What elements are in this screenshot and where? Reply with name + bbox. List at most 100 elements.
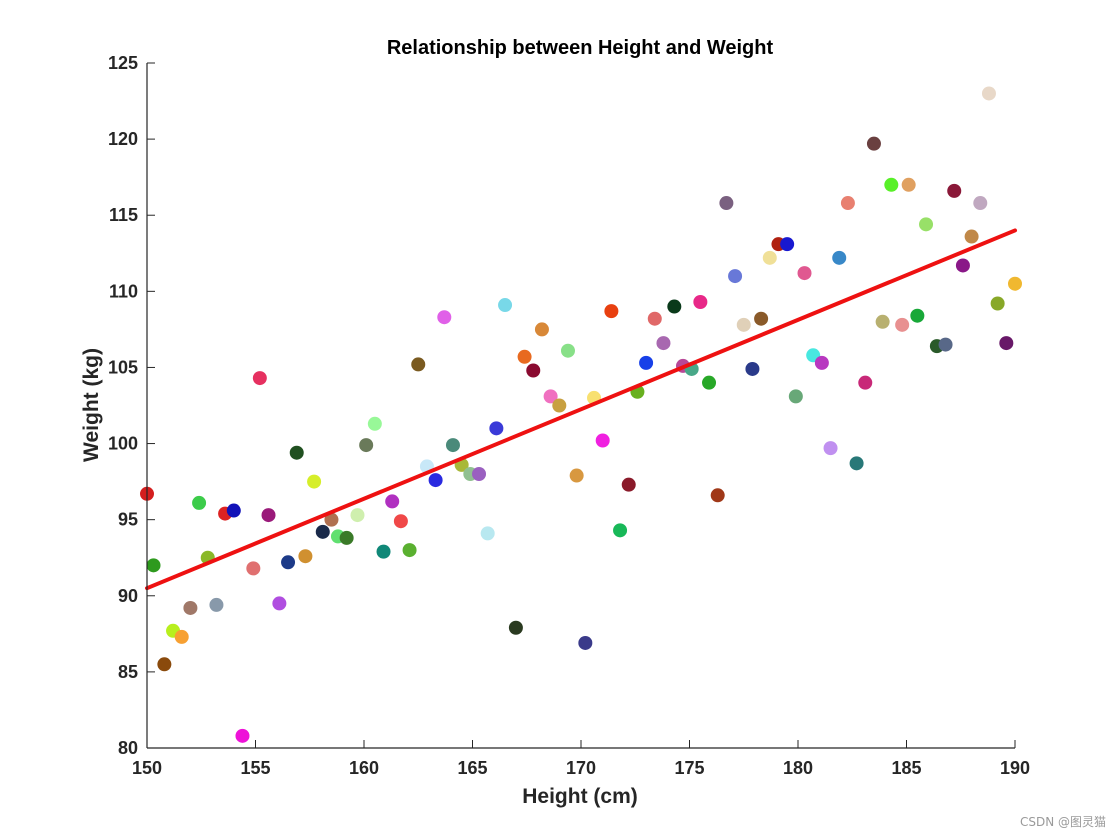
data-point bbox=[875, 314, 890, 329]
data-point bbox=[385, 494, 400, 509]
x-axis-ticks: 150 155 160 165 170 175 180 185 190 bbox=[132, 740, 1030, 778]
y-tick-label: 100 bbox=[108, 434, 138, 454]
data-point bbox=[578, 635, 593, 650]
y-tick-label: 110 bbox=[109, 281, 138, 301]
data-point bbox=[728, 269, 743, 284]
chart-title: Relationship between Height and Weight bbox=[387, 37, 774, 59]
data-point bbox=[788, 389, 803, 404]
data-point bbox=[252, 371, 267, 386]
data-point bbox=[281, 555, 296, 570]
data-point bbox=[866, 136, 881, 151]
y-tick-label: 95 bbox=[118, 510, 138, 530]
data-point bbox=[693, 294, 708, 309]
data-point bbox=[526, 363, 541, 378]
data-point bbox=[910, 308, 925, 323]
data-point bbox=[517, 349, 532, 364]
data-point bbox=[947, 183, 962, 198]
x-tick-label: 160 bbox=[349, 758, 379, 778]
data-point bbox=[797, 266, 812, 281]
data-point bbox=[955, 258, 970, 273]
data-point bbox=[754, 311, 769, 326]
data-point bbox=[324, 512, 339, 527]
data-point bbox=[919, 217, 934, 232]
data-point bbox=[472, 467, 487, 481]
data-point bbox=[595, 433, 610, 448]
x-tick-label: 175 bbox=[674, 758, 704, 778]
data-point bbox=[710, 488, 725, 503]
data-point bbox=[621, 477, 636, 492]
data-point bbox=[146, 558, 161, 573]
data-point bbox=[895, 317, 910, 332]
data-point bbox=[1008, 276, 1022, 291]
data-point bbox=[174, 629, 189, 644]
data-point bbox=[814, 355, 829, 370]
data-point bbox=[832, 250, 847, 265]
x-tick-label: 190 bbox=[1000, 758, 1030, 778]
data-point bbox=[157, 657, 172, 672]
data-point bbox=[569, 468, 584, 483]
y-tick-label: 125 bbox=[108, 53, 138, 73]
data-point bbox=[762, 250, 777, 265]
data-point bbox=[973, 196, 988, 211]
watermark: CSDN @图灵猫 bbox=[1019, 815, 1106, 829]
y-axis-ticks: 80 85 90 95 100 105 110 115 120 125 bbox=[108, 53, 155, 758]
data-point bbox=[990, 296, 1005, 311]
y-tick-label: 80 bbox=[118, 738, 138, 758]
data-point bbox=[393, 514, 408, 529]
data-point bbox=[209, 597, 224, 612]
data-point bbox=[552, 398, 567, 413]
x-tick-label: 165 bbox=[457, 758, 487, 778]
x-tick-label: 180 bbox=[783, 758, 813, 778]
data-point bbox=[938, 337, 953, 352]
data-point bbox=[981, 86, 996, 101]
data-point bbox=[376, 544, 391, 559]
data-point bbox=[226, 503, 241, 518]
data-point bbox=[183, 600, 198, 615]
data-point bbox=[780, 237, 795, 252]
data-point bbox=[849, 456, 864, 471]
y-tick-label: 90 bbox=[118, 586, 138, 606]
data-point bbox=[428, 473, 443, 488]
data-point bbox=[289, 445, 304, 460]
data-point bbox=[858, 375, 873, 390]
regression-line bbox=[145, 228, 1017, 591]
data-point bbox=[402, 543, 417, 558]
data-points bbox=[140, 86, 1022, 743]
data-point bbox=[901, 177, 916, 192]
data-point bbox=[307, 474, 322, 489]
data-point bbox=[964, 229, 979, 244]
data-point bbox=[235, 728, 250, 743]
data-point bbox=[411, 357, 426, 372]
x-tick-label: 150 bbox=[132, 758, 162, 778]
data-point bbox=[315, 524, 330, 539]
data-point bbox=[613, 523, 628, 538]
data-point bbox=[534, 322, 549, 337]
data-point bbox=[298, 549, 313, 564]
data-point bbox=[745, 361, 760, 376]
y-tick-label: 85 bbox=[118, 662, 138, 682]
y-axis-label: Weight (kg) bbox=[80, 348, 103, 462]
y-tick-label: 120 bbox=[108, 129, 138, 149]
data-point bbox=[639, 355, 654, 370]
data-point bbox=[560, 343, 575, 358]
data-point bbox=[192, 495, 207, 510]
data-point bbox=[246, 561, 261, 576]
data-point bbox=[736, 317, 751, 332]
data-point bbox=[508, 620, 523, 635]
x-axis-label: Height (cm) bbox=[522, 785, 638, 808]
data-point bbox=[489, 421, 504, 436]
data-point bbox=[656, 336, 671, 351]
data-point bbox=[498, 298, 513, 313]
data-point bbox=[339, 530, 354, 545]
y-tick-label: 115 bbox=[109, 205, 138, 225]
data-point bbox=[261, 508, 276, 523]
x-tick-label: 155 bbox=[240, 758, 270, 778]
data-point bbox=[702, 375, 717, 390]
data-point bbox=[840, 196, 855, 211]
data-point bbox=[367, 416, 382, 431]
data-point bbox=[272, 596, 287, 611]
data-point bbox=[999, 336, 1014, 351]
data-point bbox=[667, 299, 682, 314]
data-point bbox=[480, 526, 495, 541]
